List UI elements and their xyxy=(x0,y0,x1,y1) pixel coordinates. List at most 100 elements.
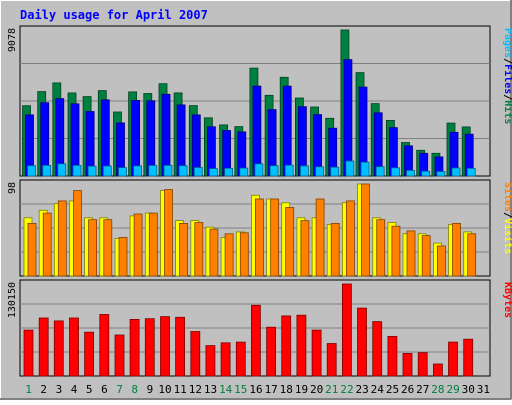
bar-hits-pages-day-10 xyxy=(163,164,173,177)
x-tick-label-day-20: 20 xyxy=(310,383,323,396)
bar-hits-files-day-12 xyxy=(191,114,201,177)
bar-visits-sites-day-17 xyxy=(270,198,280,277)
bar-hits-files-day-10 xyxy=(161,93,171,177)
x-tick-label-day-6: 6 xyxy=(101,383,108,396)
legend-entry-visits-2: Visits xyxy=(502,218,512,254)
bar-visits-sites-day-1 xyxy=(27,222,37,277)
series-kbytes-kbytes xyxy=(23,283,474,377)
bar-hits-pages-day-24 xyxy=(375,166,385,177)
bar-kbytes-kbytes-day-16 xyxy=(250,304,261,377)
bar-visits-sites-day-24 xyxy=(376,219,386,277)
bar-hits-pages-day-7 xyxy=(118,167,127,177)
bar-hits-pages-day-13 xyxy=(208,168,218,177)
x-tick-label-day-29: 29 xyxy=(446,383,459,396)
x-tick-label-day-5: 5 xyxy=(86,383,93,396)
bar-kbytes-kbytes-day-6 xyxy=(99,314,110,377)
legend-entry-hits-0: Pages xyxy=(502,28,512,58)
panel-visits: 98 Sites/Visits xyxy=(7,179,512,277)
bar-kbytes-kbytes-day-8 xyxy=(129,318,140,377)
panel-hits-legend: Pages/Files/Hits xyxy=(502,28,512,124)
bar-hits-pages-day-5 xyxy=(87,165,97,177)
bar-visits-sites-day-21 xyxy=(330,222,340,277)
x-tick-label-day-30: 30 xyxy=(462,383,475,396)
bar-kbytes-kbytes-day-29 xyxy=(448,341,458,377)
bar-visits-sites-day-14 xyxy=(224,233,234,277)
x-tick-label-day-24: 24 xyxy=(371,383,385,396)
bar-visits-sites-day-16 xyxy=(254,198,264,277)
bar-hits-pages-day-18 xyxy=(284,164,294,177)
legend-entry-visits-1: / xyxy=(502,212,512,218)
legend-entry-kbytes-0: KBytes xyxy=(502,282,512,318)
bar-visits-sites-day-4 xyxy=(73,190,82,277)
bar-kbytes-kbytes-day-21 xyxy=(326,343,337,377)
x-tick-label-day-18: 18 xyxy=(280,383,293,396)
panel-kbytes-ymax-label: 130150 xyxy=(7,282,18,318)
bar-visits-sites-day-30 xyxy=(467,233,477,277)
x-tick-label-day-10: 10 xyxy=(158,383,171,396)
x-tick-label-day-17: 17 xyxy=(265,383,278,396)
chart-title: Daily usage for April 2007 xyxy=(20,8,208,22)
bar-kbytes-kbytes-day-4 xyxy=(69,317,79,377)
bar-hits-files-day-22 xyxy=(343,59,353,177)
bar-hits-pages-day-29 xyxy=(451,167,461,177)
panel-kbytes-legend: KBytes xyxy=(502,282,512,318)
bar-hits-pages-day-28 xyxy=(436,171,446,177)
x-tick-label-day-4: 4 xyxy=(71,383,78,396)
x-tick-label-day-11: 11 xyxy=(174,383,187,396)
x-tick-label-day-28: 28 xyxy=(431,383,444,396)
bar-hits-pages-day-9 xyxy=(148,165,158,177)
x-tick-label-day-7: 7 xyxy=(116,383,123,396)
bar-hits-files-day-6 xyxy=(100,99,110,177)
bar-hits-pages-day-16 xyxy=(254,163,264,177)
panel-kbytes: 130150 KBytes xyxy=(7,279,512,377)
bar-hits-pages-day-6 xyxy=(102,165,112,177)
bar-kbytes-kbytes-day-20 xyxy=(311,329,322,377)
x-tick-label-day-16: 16 xyxy=(249,383,262,396)
bar-visits-sites-day-20 xyxy=(315,198,325,277)
bar-kbytes-kbytes-day-14 xyxy=(220,342,231,377)
bar-hits-pages-day-23 xyxy=(360,161,370,177)
bar-hits-pages-day-30 xyxy=(466,167,476,177)
x-tick-label-day-19: 19 xyxy=(295,383,308,396)
x-tick-label-day-21: 21 xyxy=(325,383,338,396)
bar-kbytes-kbytes-day-5 xyxy=(84,331,94,377)
x-tick-label-day-2: 2 xyxy=(40,383,47,396)
panel-visits-legend: Sites/Visits xyxy=(502,182,512,254)
bar-kbytes-kbytes-day-12 xyxy=(190,331,201,377)
panel-visits-ymax-label: 98 xyxy=(7,182,18,194)
x-tick-label-day-31: 31 xyxy=(477,383,490,396)
bar-kbytes-kbytes-day-15 xyxy=(235,341,246,377)
x-tick-label-day-26: 26 xyxy=(401,383,414,396)
bar-visits-sites-day-22 xyxy=(345,200,355,277)
x-tick-label-day-3: 3 xyxy=(56,383,63,396)
bar-hits-files-day-16 xyxy=(252,85,262,177)
bar-visits-sites-day-7 xyxy=(118,237,128,277)
bar-visits-sites-day-11 xyxy=(179,222,189,277)
bar-visits-sites-day-18 xyxy=(285,207,295,277)
bar-kbytes-kbytes-day-28 xyxy=(432,363,443,377)
x-tick-label-day-27: 27 xyxy=(416,383,429,396)
bar-visits-sites-day-12 xyxy=(194,222,204,277)
bar-hits-files-day-9 xyxy=(146,100,156,177)
bar-hits-files-day-18 xyxy=(282,85,292,177)
bar-kbytes-kbytes-day-27 xyxy=(417,352,428,377)
bar-hits-pages-day-17 xyxy=(269,165,279,177)
bar-hits-pages-day-12 xyxy=(193,167,203,177)
x-tick-label-day-1: 1 xyxy=(25,383,32,396)
bar-visits-sites-day-10 xyxy=(164,189,173,277)
bar-kbytes-kbytes-day-26 xyxy=(402,352,413,377)
bar-kbytes-kbytes-day-25 xyxy=(387,335,398,377)
bar-hits-pages-day-3 xyxy=(57,163,67,177)
x-tick-label-day-9: 9 xyxy=(147,383,154,396)
legend-entry-hits-4: Hits xyxy=(502,100,512,124)
bar-hits-pages-day-25 xyxy=(390,167,400,177)
bar-hits-pages-day-15 xyxy=(239,167,249,177)
bar-hits-files-day-8 xyxy=(131,100,141,177)
legend-entry-hits-2: Files xyxy=(502,64,512,94)
bar-kbytes-kbytes-day-18 xyxy=(281,315,292,377)
bar-visits-sites-day-13 xyxy=(209,228,219,277)
panel-hits: 9078 Pages/Files/Hits xyxy=(7,25,512,177)
bar-kbytes-kbytes-day-1 xyxy=(23,329,34,377)
bar-kbytes-kbytes-day-11 xyxy=(175,316,186,377)
bar-visits-sites-day-19 xyxy=(300,220,310,277)
